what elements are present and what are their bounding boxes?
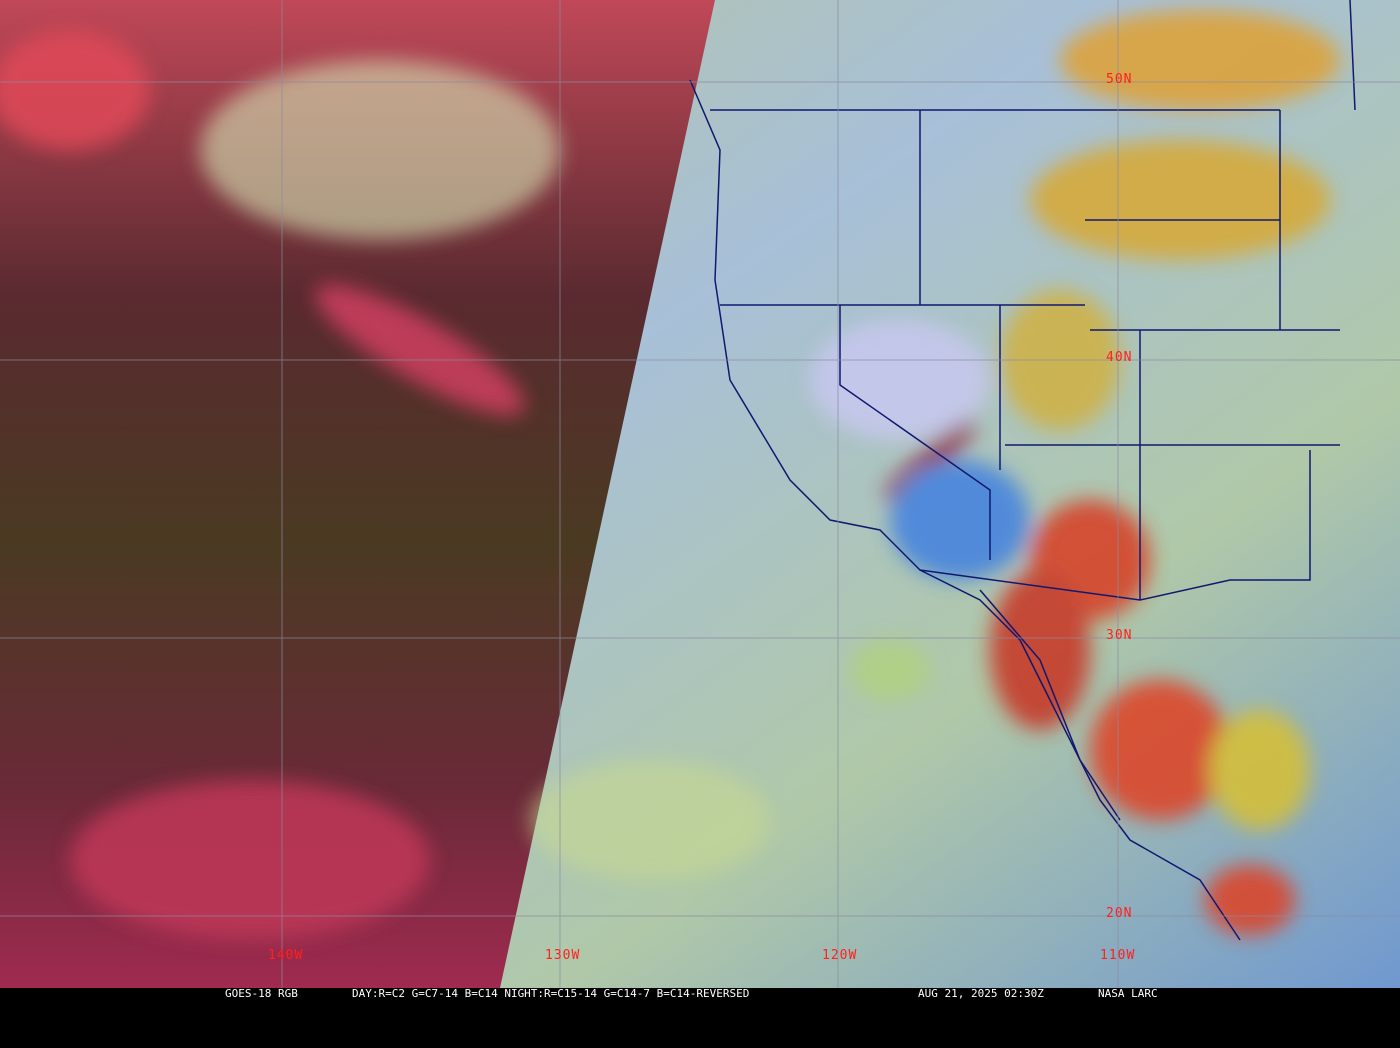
satellite-product: GOES-18 RGB: [225, 987, 298, 1000]
lat-lon-grid: [0, 0, 1400, 988]
latitude-label: 20N: [1106, 906, 1133, 921]
latitude-label: 30N: [1106, 628, 1133, 643]
coastline-borders: [689, 0, 1356, 941]
credit: NASA LARC: [1098, 987, 1158, 1000]
longitude-label: 130W: [545, 948, 581, 963]
latitude-label: 40N: [1106, 350, 1133, 365]
longitude-label: 110W: [1100, 948, 1136, 963]
datetime: AUG 21, 2025 02:30Z: [918, 987, 1044, 1000]
night-side: [0, 0, 715, 988]
longitude-label: 140W: [268, 948, 304, 963]
caption-bar: GOES-18 RGB DAY:R=C2 G=C7-14 B=C14 NIGHT…: [0, 988, 1400, 1000]
rgb-recipe: DAY:R=C2 G=C7-14 B=C14 NIGHT:R=C15-14 G=…: [352, 987, 750, 1000]
latitude-label: 50N: [1106, 72, 1133, 87]
cloud-features: [0, 10, 1340, 940]
longitude-label: 120W: [822, 948, 858, 963]
satellite-image: [0, 0, 1400, 988]
